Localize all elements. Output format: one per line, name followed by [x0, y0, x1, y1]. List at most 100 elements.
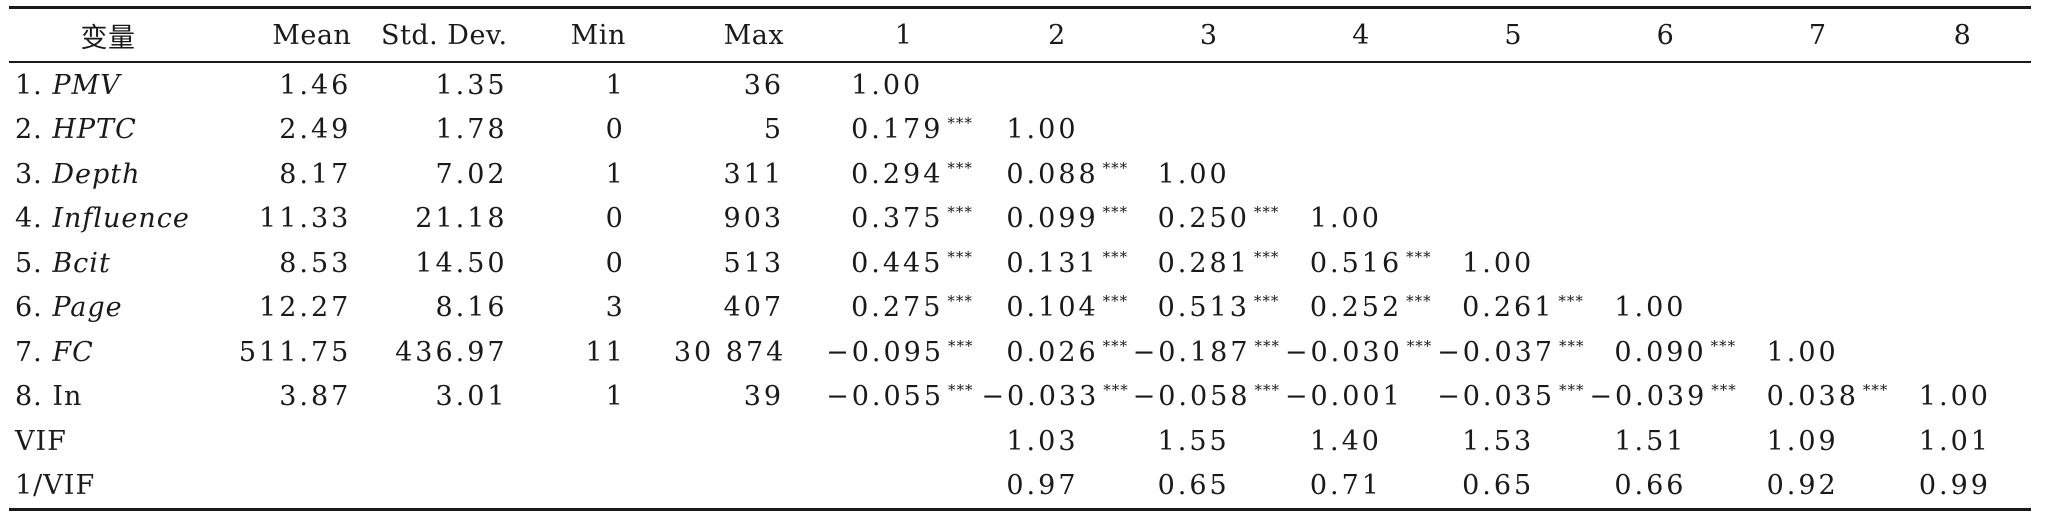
- significance-marker: ***: [1253, 292, 1280, 311]
- stat-max: 311: [723, 158, 785, 190]
- significance-marker: ***: [947, 158, 973, 177]
- variable-index: 6.: [15, 292, 53, 324]
- vif-value: 1.40: [1309, 425, 1382, 457]
- correlation-cell: 0.513 ***: [1133, 286, 1285, 331]
- stat-sd: 1.78: [435, 114, 508, 146]
- inverse-vif-value: 0.65: [1462, 470, 1535, 502]
- correlation-value: 0.131: [1006, 247, 1099, 279]
- correlation-value: −0.187: [1132, 336, 1251, 368]
- correlation-value: 0.281: [1157, 247, 1250, 279]
- correlation-cell: 0.261 ***: [1437, 286, 1589, 331]
- correlation-cell: 1.00: [1894, 375, 2031, 420]
- correlation-value: 1.00: [1918, 381, 1991, 413]
- column-header: 3: [1199, 19, 1218, 51]
- variable-name: HPTC: [52, 114, 137, 146]
- variable-name: FC: [52, 336, 94, 368]
- correlation-cell: 0.516 ***: [1285, 241, 1437, 286]
- empty-cell: [674, 419, 826, 464]
- correlation-cell: 0.131 ***: [981, 241, 1132, 286]
- correlation-cell: [1589, 62, 1741, 108]
- correlation-value: 0.090: [1614, 336, 1707, 368]
- correlation-cell: 0.375 ***: [826, 197, 981, 242]
- variable-name: In: [52, 381, 83, 413]
- stat-max: 903: [723, 203, 785, 235]
- correlation-cell: 1.00: [1133, 152, 1285, 197]
- correlation-value: −0.037: [1437, 336, 1556, 368]
- correlation-cell: 1.00: [1285, 197, 1437, 242]
- correlation-cell: −0.030 ***: [1285, 330, 1437, 375]
- table-row: 4. Influence 11.33 21.18 0 903 0.375 *** 0.099 *…: [9, 197, 2031, 242]
- empty-cell: [522, 419, 674, 464]
- empty-cell: [674, 464, 826, 510]
- significance-marker: ***: [1102, 336, 1129, 355]
- correlation-cell: [1894, 197, 2031, 242]
- stat-min: 11: [585, 336, 626, 368]
- stat-mean: 8.53: [279, 247, 352, 279]
- descriptive-statistics-correlation-table: 变量 Mean Std. Dev. Min Max 1 2 3 4 5 6 7 8 1. PMV 1.46…: [9, 6, 2031, 511]
- row-label: 1/VIF: [15, 470, 96, 502]
- column-header: 1: [894, 19, 913, 51]
- table-row: 8. In 3.87 3.01 1 39 −0.055 *** −0.033 *** −0.058…: [9, 375, 2031, 420]
- correlation-cell: [1285, 152, 1437, 197]
- vif-value: 1.51: [1614, 425, 1687, 457]
- stat-max: 407: [723, 292, 785, 324]
- correlation-cell: −0.035 ***: [1437, 375, 1589, 420]
- stat-max: 5: [763, 114, 785, 146]
- significance-marker: ***: [948, 381, 974, 400]
- correlation-cell: [1589, 197, 1741, 242]
- correlation-cell: 0.026 ***: [981, 330, 1132, 375]
- inverse-vif-value: 0.97: [1006, 470, 1079, 502]
- correlation-value: 0.516: [1309, 247, 1403, 279]
- correlation-value: 1.00: [1766, 336, 1839, 368]
- significance-marker: ***: [1710, 336, 1737, 355]
- column-header: 6: [1656, 19, 1675, 51]
- significance-marker: ***: [1406, 292, 1432, 311]
- correlation-cell: 1.00: [1742, 330, 1894, 375]
- correlation-cell: 0.281 ***: [1133, 241, 1285, 286]
- stat-sd: 1.35: [435, 69, 508, 101]
- correlation-cell: 1.00: [826, 62, 981, 108]
- correlation-cell: 0.038 ***: [1742, 375, 1894, 420]
- correlation-cell: 0.445 ***: [826, 241, 981, 286]
- stat-sd: 21.18: [415, 203, 508, 235]
- table-header-row: 变量 Mean Std. Dev. Min Max 1 2 3 4 5 6 7 8: [9, 7, 2031, 62]
- correlation-value: 0.038: [1766, 381, 1859, 413]
- variable-label: 4. Influence: [9, 197, 207, 242]
- stat-max: 36: [743, 69, 785, 101]
- correlation-value: −0.030: [1284, 336, 1403, 368]
- significance-marker: ***: [1711, 381, 1737, 400]
- correlation-value: −0.058: [1132, 381, 1251, 413]
- column-header: Min: [570, 19, 626, 51]
- variable-index: 3.: [15, 158, 53, 190]
- stat-min: 1: [605, 69, 626, 101]
- variable-index: 8.: [15, 381, 53, 413]
- correlation-cell: −0.055 ***: [826, 375, 981, 420]
- correlation-value: 1.00: [1614, 292, 1687, 324]
- correlation-cell: [1742, 62, 1894, 108]
- correlation-value: 0.099: [1006, 203, 1099, 235]
- empty-cell: [207, 419, 369, 464]
- correlation-value: 0.294: [851, 158, 944, 190]
- significance-marker: ***: [1559, 381, 1585, 400]
- correlation-cell: [1894, 108, 2031, 153]
- correlation-value: 0.252: [1309, 292, 1403, 324]
- correlation-value: 1.00: [1157, 158, 1230, 190]
- significance-marker: ***: [947, 247, 973, 266]
- stat-min: 0: [605, 203, 626, 235]
- empty-cell: [369, 419, 521, 464]
- table-body: 1. PMV 1.46 1.35 1 36 1.00 2. HPTC 2.49 1.78 0 5 0.…: [9, 62, 2031, 510]
- significance-marker: ***: [1102, 203, 1129, 222]
- column-header: 2: [1048, 19, 1066, 51]
- significance-marker: ***: [947, 114, 973, 133]
- stat-min: 0: [605, 247, 626, 279]
- stat-sd: 14.50: [415, 247, 508, 279]
- vif-value: [826, 419, 981, 464]
- variable-label: 5. Bcit: [9, 241, 207, 286]
- correlation-cell: −0.033 ***: [981, 375, 1132, 420]
- inverse-vif-row: 1/VIF 0.97 0.65 0.71 0.65 0.66 0.92 0.99: [9, 464, 2031, 510]
- inverse-vif-value: 0.99: [1918, 470, 1991, 502]
- inverse-vif-value: 0.92: [1766, 470, 1839, 502]
- significance-marker: ***: [947, 203, 973, 222]
- correlation-value: 0.275: [851, 292, 944, 324]
- correlation-value: 0.104: [1006, 292, 1099, 324]
